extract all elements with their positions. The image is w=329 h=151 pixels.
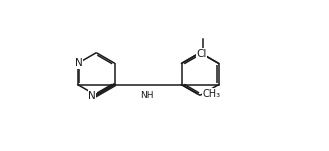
Text: NH: NH: [140, 91, 153, 100]
Text: methoxy: methoxy: [199, 35, 206, 36]
Text: N: N: [75, 58, 83, 68]
Text: Cl: Cl: [196, 49, 207, 59]
Text: CH₃: CH₃: [202, 89, 220, 99]
Text: N: N: [88, 91, 96, 101]
Text: O: O: [196, 49, 204, 59]
